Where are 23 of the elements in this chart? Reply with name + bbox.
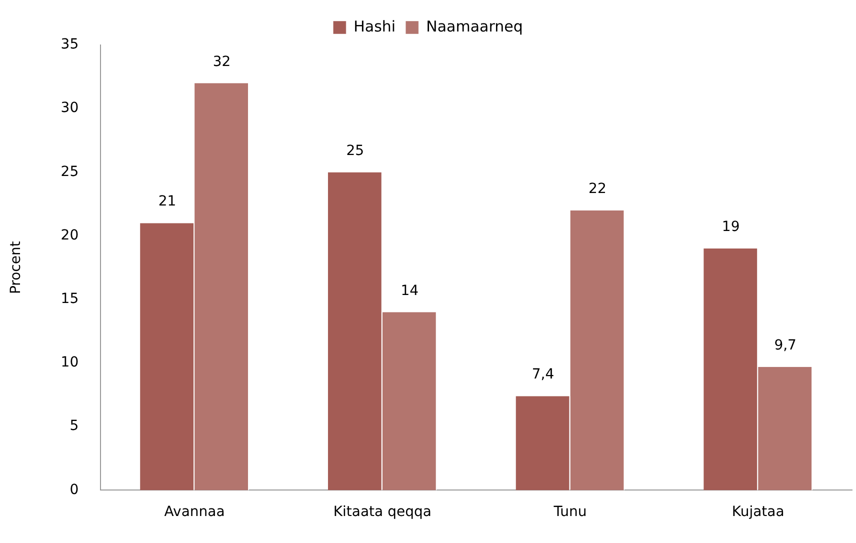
x-tick-label: Tunu [552, 504, 587, 520]
y-axis-title: Procent [8, 240, 24, 294]
data-label: 7,4 [532, 366, 554, 383]
y-tick-label: 10 [60, 354, 79, 371]
data-label: 32 [212, 54, 231, 70]
y-tick-label: 30 [60, 100, 79, 116]
data-label: 21 [158, 194, 176, 210]
data-label: 9,7 [774, 337, 796, 354]
y-tick-label: 15 [60, 291, 79, 308]
legend-label: Naamaarneq [426, 17, 523, 36]
y-tick-label: 0 [70, 482, 79, 498]
x-tick-label: Avannaa [164, 504, 225, 520]
y-tick-label: 35 [60, 36, 79, 53]
x-tick-label: Kujataa [732, 504, 784, 520]
legend-label: Hashi [354, 17, 396, 36]
data-label: 14 [400, 282, 419, 299]
data-label: 25 [346, 142, 364, 159]
y-tick-label: 25 [60, 164, 79, 180]
y-tick-label: 5 [70, 418, 79, 434]
data-label: 22 [588, 181, 606, 197]
data-label: 19 [722, 219, 740, 236]
x-tick-label: Kitaata qeqqa [333, 504, 432, 520]
y-tick-label: 20 [60, 227, 79, 244]
